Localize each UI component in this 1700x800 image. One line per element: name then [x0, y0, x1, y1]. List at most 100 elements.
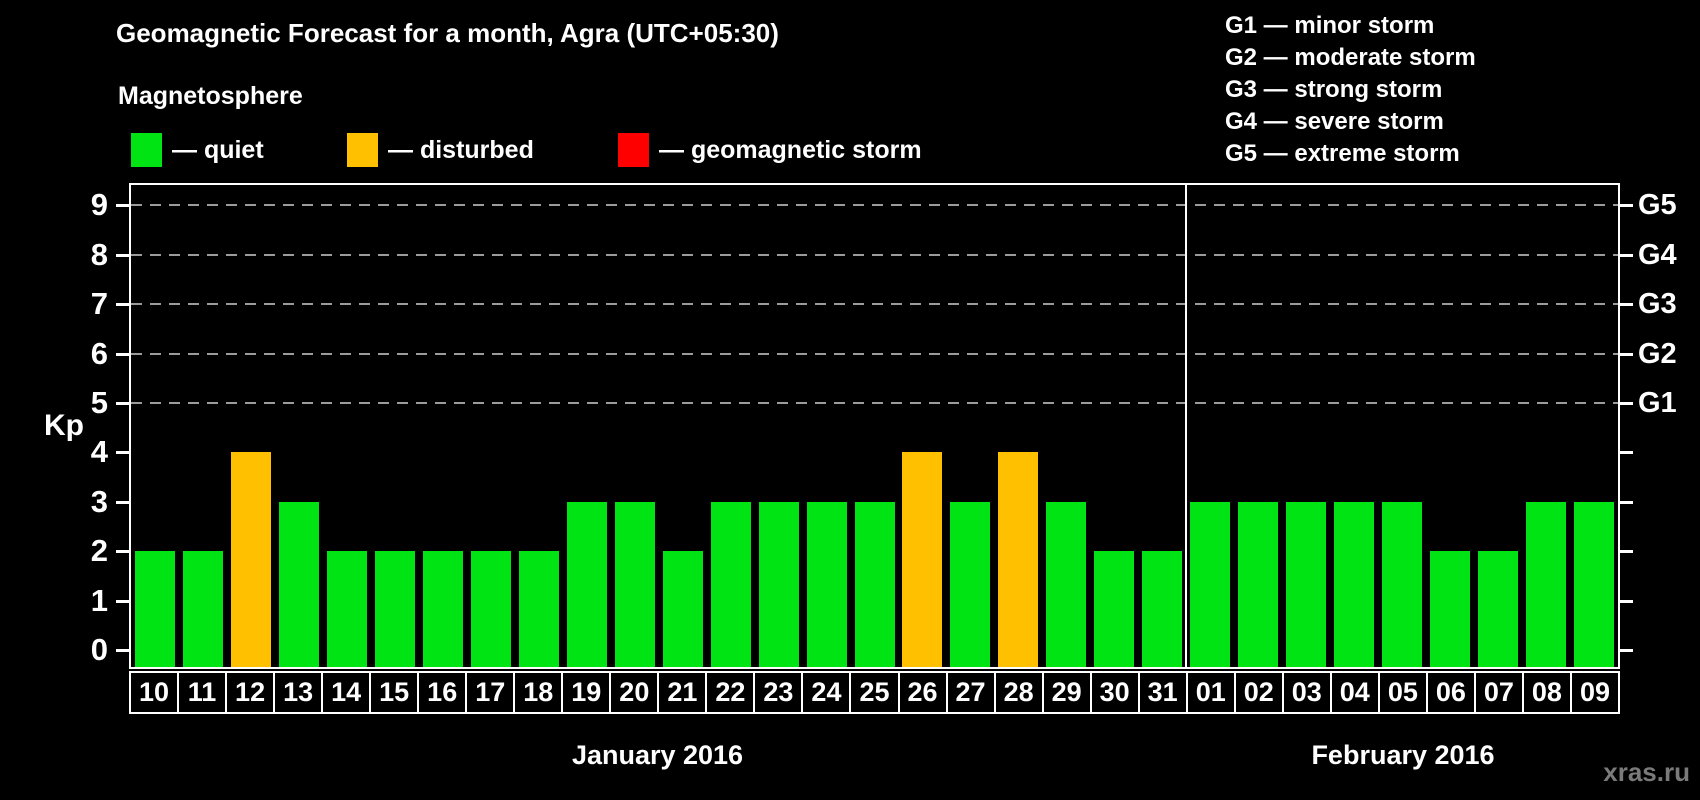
- legend-item-label: — disturbed: [388, 136, 534, 164]
- kp-bar: [566, 501, 607, 667]
- month-separator: [1185, 185, 1188, 667]
- kp-bar: [1478, 551, 1519, 667]
- kp-bar: [374, 551, 415, 667]
- y-axis-tick-right: [1619, 352, 1633, 356]
- day-cell: 12: [225, 671, 276, 714]
- watermark: xras.ru: [1603, 757, 1690, 787]
- day-cell: 15: [369, 671, 420, 714]
- y-axis-title: Kp: [44, 409, 84, 442]
- kp-bar: [230, 452, 271, 667]
- day-cell: 23: [753, 671, 804, 714]
- kp-bar: [182, 551, 223, 667]
- day-cell: 26: [897, 671, 948, 714]
- kp-bar: [1046, 501, 1087, 667]
- y-tick-label: 2: [90, 533, 108, 569]
- magnetosphere-legend: — quiet — disturbed — geomagnetic storm: [0, 133, 1700, 167]
- y-tick-label: 3: [90, 483, 108, 519]
- day-cell: 31: [1137, 671, 1188, 714]
- day-cell: 14: [321, 671, 372, 714]
- y-axis-tick-right: [1619, 253, 1633, 257]
- kp-bar: [134, 551, 175, 667]
- y-axis-tick: [116, 550, 130, 554]
- day-cell: 02: [1233, 671, 1284, 714]
- y-gridline: [131, 402, 1618, 404]
- g-level-label: G2: [1638, 337, 1677, 370]
- y-axis-tick: [116, 253, 130, 257]
- day-cell: 24: [801, 671, 852, 714]
- g-scale-legend: G1 — minor storm G2 — moderate storm G3 — …: [1225, 10, 1476, 170]
- y-axis-tick-right: [1619, 303, 1633, 307]
- y-axis-tick: [116, 649, 130, 652]
- g-level-label: G1: [1638, 387, 1677, 419]
- y-axis-tick-right: [1619, 599, 1633, 603]
- y-gridline: [131, 303, 1618, 306]
- day-cell: 03: [1281, 671, 1332, 714]
- g-level-label: G4: [1638, 238, 1677, 271]
- y-axis-tick-right: [1619, 649, 1633, 652]
- kp-bar: [1094, 551, 1135, 667]
- legend-item-quiet: — quiet: [131, 133, 264, 167]
- y-axis-tick: [116, 204, 130, 208]
- kp-bar: [278, 501, 319, 667]
- kp-bar: [326, 551, 367, 667]
- month-label-february: February 2016: [1311, 740, 1495, 770]
- y-gridline: [131, 204, 1618, 207]
- kp-bar: [662, 551, 703, 667]
- kp-bar: [1430, 551, 1471, 667]
- legend-item-storm: — geomagnetic storm: [618, 133, 922, 167]
- kp-bar: [422, 551, 463, 667]
- g-level-label: G5: [1638, 189, 1677, 222]
- magnetosphere-label: Magnetosphere: [118, 82, 303, 110]
- day-cell: 01: [1185, 671, 1236, 714]
- day-cell: 11: [177, 671, 228, 714]
- kp-bar: [518, 551, 559, 667]
- kp-bar: [950, 501, 991, 667]
- legend-item-label: — geomagnetic storm: [659, 136, 922, 164]
- y-axis-tick-right: [1619, 550, 1633, 554]
- y-axis-tick: [116, 303, 130, 307]
- legend-item-disturbed: — disturbed: [347, 133, 534, 167]
- chart-title: Geomagnetic Forecast for a month, Agra (…: [116, 18, 779, 48]
- y-tick-label: 4: [90, 434, 108, 470]
- day-cell: 30: [1089, 671, 1140, 714]
- kp-bar: [1286, 501, 1327, 667]
- month-label-january: January 2016: [571, 740, 744, 770]
- day-cell: 21: [657, 671, 708, 714]
- y-tick-label: 8: [90, 236, 108, 272]
- y-tick-label: 1: [90, 582, 108, 618]
- kp-bar: [1142, 551, 1183, 667]
- kp-bar: [806, 501, 847, 667]
- y-tick-label: 6: [90, 335, 108, 371]
- day-cell: 25: [849, 671, 900, 714]
- day-cell: 20: [609, 671, 660, 714]
- y-axis-tick: [116, 402, 130, 405]
- g-scale-legend-line: G4 — severe storm: [1225, 108, 1444, 135]
- day-cell: 18: [513, 671, 564, 714]
- day-cell: 29: [1041, 671, 1092, 714]
- y-axis-tick: [116, 352, 130, 356]
- y-tick-label: 9: [90, 187, 108, 223]
- y-tick-label: 0: [90, 632, 108, 667]
- y-axis-tick-right: [1619, 451, 1633, 455]
- kp-bar: [902, 452, 943, 667]
- y-axis-tick-right: [1619, 402, 1633, 405]
- y-tick-label: 5: [90, 385, 108, 420]
- day-cell: 27: [945, 671, 996, 714]
- y-axis-tick: [116, 599, 130, 603]
- day-cell: 07: [1473, 671, 1524, 714]
- kp-bar: [1334, 501, 1375, 667]
- day-cell: 05: [1377, 671, 1428, 714]
- y-axis-tick-right: [1619, 204, 1633, 208]
- kp-bar: [614, 501, 655, 667]
- day-cell: 09: [1569, 671, 1620, 714]
- y-axis-tick: [116, 500, 130, 504]
- g-level-label: G3: [1638, 288, 1677, 321]
- kp-bar: [470, 551, 511, 667]
- g-scale-legend-line: G1 — minor storm: [1225, 12, 1435, 39]
- g-scale-legend-line: G3 — strong storm: [1225, 76, 1443, 103]
- kp-bar: [1238, 501, 1279, 667]
- y-gridline: [131, 253, 1618, 256]
- kp-bar: [1190, 501, 1231, 667]
- storm-swatch-icon: [618, 133, 649, 167]
- day-cell: 13: [273, 671, 324, 714]
